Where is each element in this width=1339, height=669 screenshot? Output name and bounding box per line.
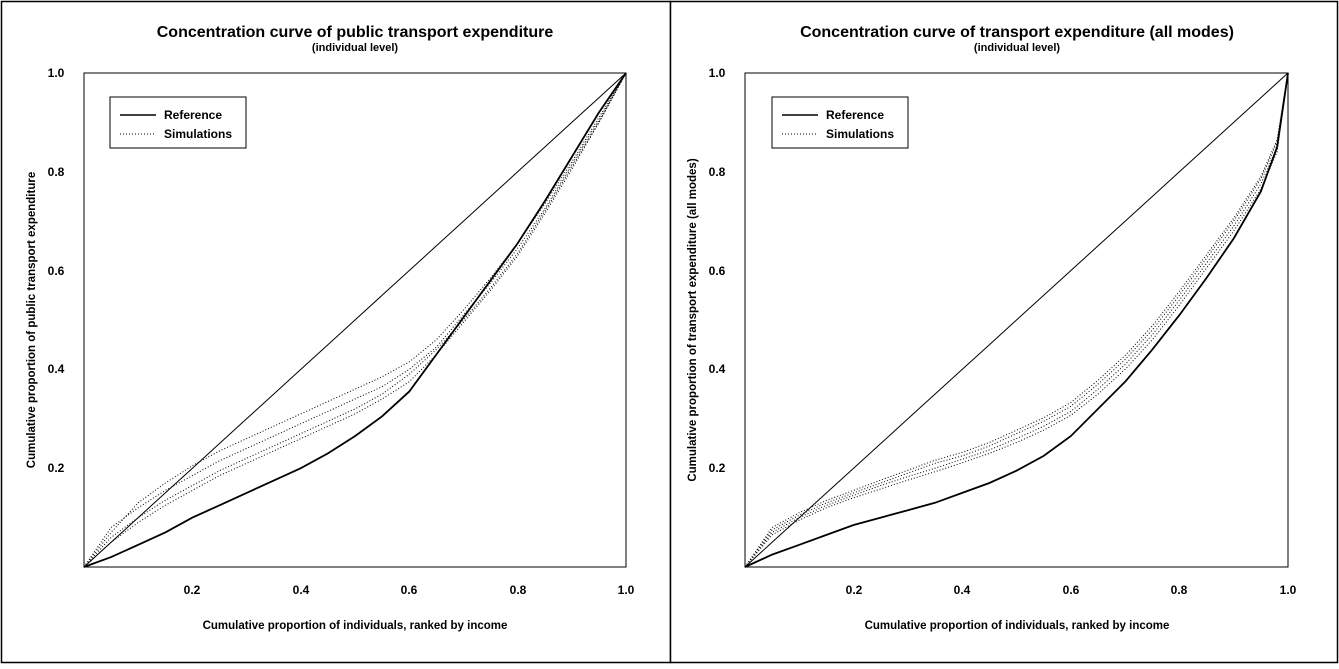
plot-area <box>83 72 627 568</box>
series-line-reference <box>83 72 627 568</box>
chart-subtitle: (individual level) <box>312 42 399 54</box>
y-tick-label: 0.2 <box>48 461 65 475</box>
series-group <box>744 72 1289 568</box>
series-line-simulation-4 <box>744 72 1289 568</box>
equality-line <box>744 72 1289 568</box>
y-tick-label: 0.6 <box>48 264 65 278</box>
series-group <box>83 72 627 568</box>
plot-area <box>744 72 1289 568</box>
y-tick-label: 0.2 <box>709 461 726 475</box>
chart-right: Concentration curve of transport expendi… <box>687 24 1297 632</box>
x-tick-label: 0.2 <box>846 583 863 597</box>
chart-title: Concentration curve of public transport … <box>157 24 554 41</box>
x-tick-label: 0.8 <box>510 583 527 597</box>
series-line-reference <box>744 72 1289 568</box>
x-tick-label: 0.8 <box>1171 583 1188 597</box>
legend-label-reference: Reference <box>826 108 884 122</box>
y-tick-label: 1.0 <box>48 66 65 80</box>
chart-subtitle: (individual level) <box>974 42 1061 54</box>
x-tick-label: 0.6 <box>1063 583 1080 597</box>
y-tick-label: 0.8 <box>709 165 726 179</box>
chart-left: Concentration curve of public transport … <box>26 24 635 632</box>
y-tick-label: 0.6 <box>709 264 726 278</box>
series-line-simulation-5 <box>744 72 1289 568</box>
x-axis-label: Cumulative proportion of individuals, ra… <box>865 620 1170 632</box>
legend-label-reference: Reference <box>164 108 222 122</box>
legend-label-simulations: Simulations <box>164 127 232 141</box>
x-tick-label: 0.2 <box>184 583 201 597</box>
x-tick-label: 0.4 <box>954 583 971 597</box>
y-tick-label: 1.0 <box>709 66 726 80</box>
panel-frame-left <box>0 0 672 664</box>
series-line-simulation-3 <box>744 72 1289 568</box>
legend-label-simulations: Simulations <box>826 127 894 141</box>
y-tick-label: 0.4 <box>709 362 726 376</box>
y-tick-label: 0.8 <box>48 165 65 179</box>
x-tick-label: 0.4 <box>293 583 310 597</box>
legend-box <box>109 96 247 149</box>
y-axis-label: Cumulative proportion of public transpor… <box>26 172 38 468</box>
series-line-simulation-2 <box>83 72 627 568</box>
x-tick-label: 0.6 <box>401 583 418 597</box>
x-tick-label: 1.0 <box>618 583 635 597</box>
x-tick-label: 1.0 <box>1280 583 1297 597</box>
y-tick-label: 0.4 <box>48 362 65 376</box>
series-line-simulation-2 <box>744 72 1289 568</box>
legend-box <box>771 96 909 149</box>
equality-line <box>83 72 627 568</box>
x-axis-label: Cumulative proportion of individuals, ra… <box>203 620 508 632</box>
chart-title: Concentration curve of transport expendi… <box>800 24 1234 41</box>
y-axis-label: Cumulative proportion of transport expen… <box>687 158 699 481</box>
